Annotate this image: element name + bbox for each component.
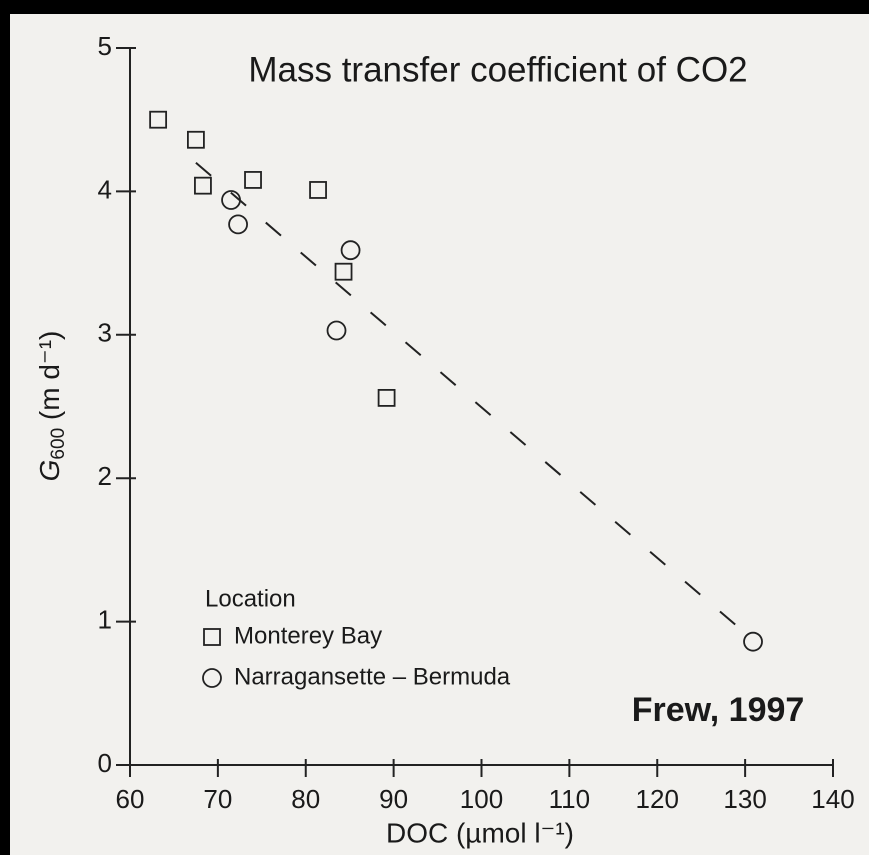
y-label-rest: (m d⁻¹) <box>34 331 65 428</box>
x-tick-label: 130 <box>723 784 766 814</box>
y-label-main: G <box>34 460 65 482</box>
x-tick-label: 60 <box>116 784 145 814</box>
y-tick-label: 3 <box>98 318 112 348</box>
y-label-sub: 600 <box>48 428 69 460</box>
paper-background <box>10 14 869 855</box>
x-tick-label: 70 <box>203 784 232 814</box>
x-tick-label: 100 <box>460 784 503 814</box>
chart-title: Mass transfer coefficient of CO2 <box>248 50 747 89</box>
data-point <box>149 110 168 129</box>
x-axis-label: DOC (µmol l⁻¹) <box>386 817 574 848</box>
data-point <box>377 388 396 407</box>
data-point <box>334 262 353 281</box>
data-point <box>228 214 248 235</box>
y-axis-label: G600 (m d⁻¹) <box>34 331 69 482</box>
data-point <box>194 176 212 195</box>
legend-label: Narragansette – Bermuda <box>234 663 511 690</box>
legend-marker <box>202 668 222 688</box>
x-tick-label: 80 <box>291 784 320 814</box>
data-point <box>187 130 205 149</box>
y-tick-label: 0 <box>98 748 112 778</box>
annotation: Frew, 1997 <box>632 691 805 729</box>
trend-line <box>195 161 746 634</box>
data-point <box>340 240 361 261</box>
legend-title: Location <box>205 585 296 612</box>
x-tick-label: 140 <box>811 784 854 814</box>
y-tick-label: 4 <box>98 174 112 204</box>
legend-marker <box>203 628 221 646</box>
y-tick-label: 1 <box>98 604 112 634</box>
data-point <box>326 320 347 341</box>
y-tick-label: 2 <box>98 461 112 491</box>
data-point <box>309 181 327 199</box>
data-point <box>743 631 763 652</box>
y-tick-label: 5 <box>98 31 112 61</box>
data-point <box>221 190 241 210</box>
x-tick-label: 90 <box>379 784 408 814</box>
legend-label: Monterey Bay <box>234 622 382 649</box>
data-point <box>244 171 262 189</box>
x-tick-label: 110 <box>549 784 590 814</box>
x-tick-label: 120 <box>636 784 679 814</box>
